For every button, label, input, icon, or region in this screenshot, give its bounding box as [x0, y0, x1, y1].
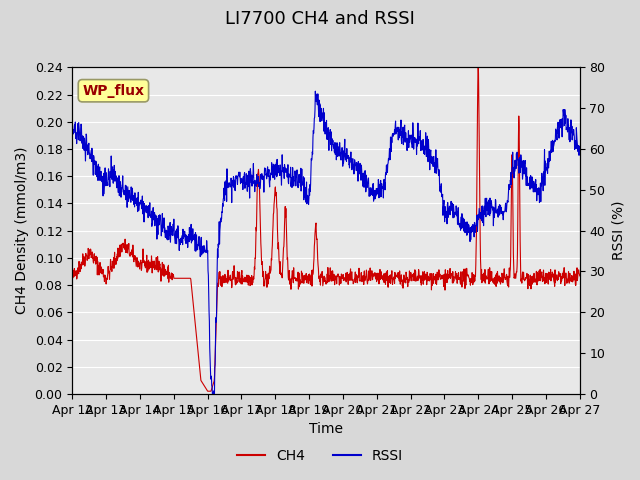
Text: WP_flux: WP_flux — [83, 84, 145, 98]
Y-axis label: CH4 Density (mmol/m3): CH4 Density (mmol/m3) — [15, 147, 29, 314]
Legend: CH4, RSSI: CH4, RSSI — [232, 443, 408, 468]
Y-axis label: RSSI (%): RSSI (%) — [611, 201, 625, 261]
Text: LI7700 CH4 and RSSI: LI7700 CH4 and RSSI — [225, 10, 415, 28]
X-axis label: Time: Time — [309, 422, 343, 436]
